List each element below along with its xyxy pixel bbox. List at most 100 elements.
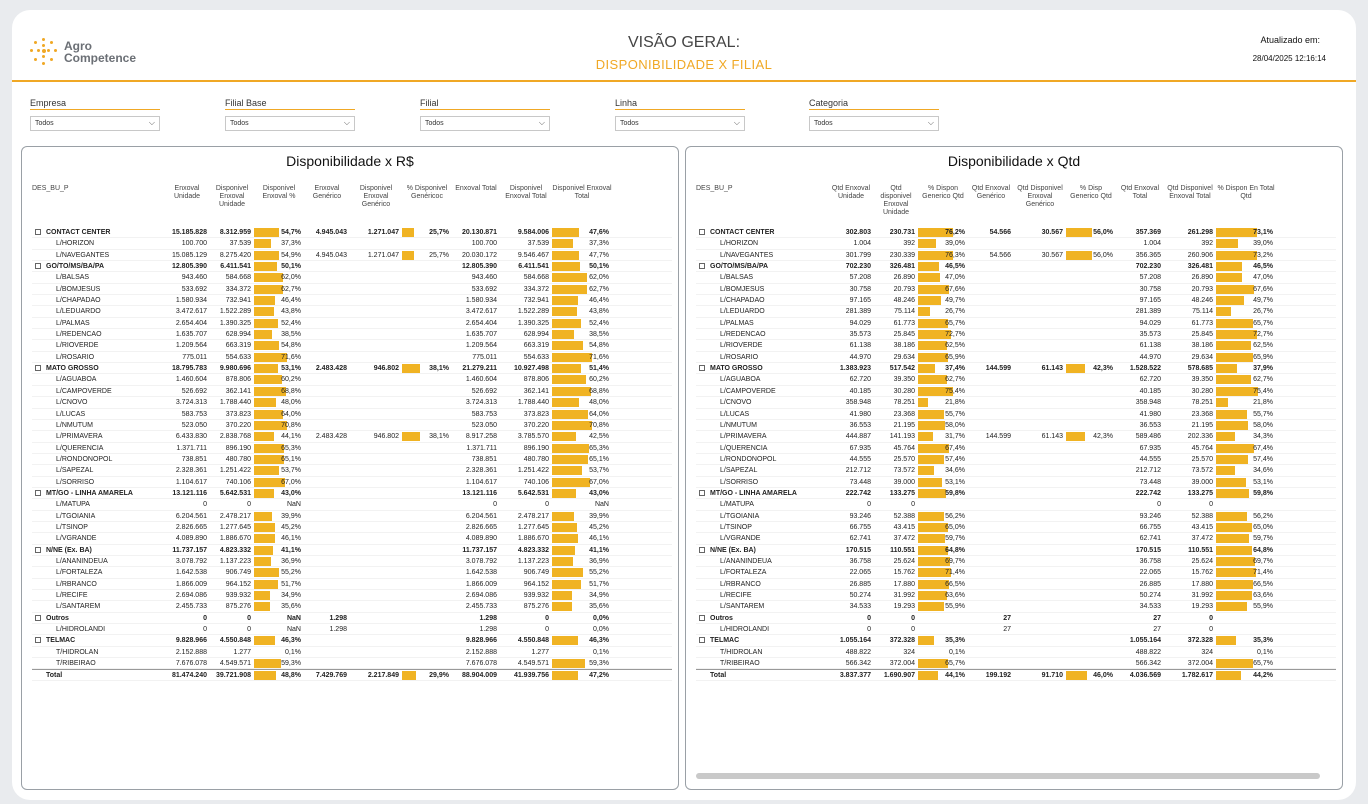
column-header[interactable]: Disponivel Enxoval Total <box>505 185 547 200</box>
collapse-icon[interactable] <box>35 263 41 270</box>
percent-bar <box>254 477 285 487</box>
percent-bar <box>254 296 276 306</box>
group-row[interactable]: CONTACT CENTER 15.185.828 8.312.959 54,7% 4.… <box>32 227 672 239</box>
row-label[interactable]: GO/TO/MS/BA/PA <box>696 261 828 271</box>
percent-bar-cell <box>1066 318 1116 328</box>
percent-bar <box>552 556 573 566</box>
group-row[interactable]: GO/TO/MS/BA/PA 12.805.390 6.411.541 50,1% 12… <box>32 261 672 273</box>
column-header[interactable]: Disponivel Enxoval Unidade <box>215 185 249 208</box>
percent-bar <box>254 352 287 362</box>
collapse-icon[interactable] <box>699 614 705 621</box>
group-row[interactable]: Outros 0 0 NaN 1.298 1.298 0 0,0% <box>32 613 672 625</box>
column-header[interactable]: DES_BU_P <box>696 185 733 192</box>
filter-filial-base-dropdown[interactable]: Todos ⌵ <box>225 116 355 131</box>
collapse-icon[interactable] <box>35 546 41 553</box>
column-header[interactable]: Qtd Disponivel Enxoval Total <box>1167 185 1213 200</box>
collapse-icon[interactable] <box>699 489 705 496</box>
row-label[interactable]: CONTACT CENTER <box>696 227 828 237</box>
group-row[interactable]: CONTACT CENTER 302.803 230.731 76,2% 54.566 3… <box>696 227 1336 239</box>
group-row[interactable]: MT/GO - LINHA AMARELA 13.121.116 5.642.531… <box>32 488 672 500</box>
percent-bar-cell <box>402 499 452 509</box>
group-row[interactable]: Outros 0 0 27 27 0 <box>696 613 1336 625</box>
column-header[interactable]: Disponivel Enxoval Total <box>552 185 612 200</box>
value-cell: 38.186 <box>1191 342 1213 350</box>
collapse-icon[interactable] <box>699 263 705 270</box>
collapse-icon[interactable] <box>699 546 705 553</box>
table-row: T/HIDROLAN 2.152.888 1.277 0,1% 2.152.888 1.2… <box>32 647 672 659</box>
percent-bar <box>1216 307 1231 317</box>
collapse-icon[interactable] <box>35 229 41 235</box>
percent-bar <box>918 556 951 566</box>
column-header[interactable]: Qtd Enxoval Total <box>1120 185 1160 200</box>
value-cell <box>304 295 350 305</box>
row-label[interactable]: TELMAC <box>32 635 164 645</box>
filter-empresa-dropdown[interactable]: Todos ⌵ <box>30 116 160 131</box>
row-label[interactable]: N/NE (Ex. BA) <box>32 545 164 555</box>
percent-bar <box>254 488 274 498</box>
percent-value: 67,0% <box>281 478 301 486</box>
table-row: L/CNOVO 3.724.313 1.788.440 48,0% 3.724.313 1… <box>32 397 672 409</box>
percent-bar-cell: 64,0% <box>552 409 612 419</box>
group-row[interactable]: MT/GO - LINHA AMARELA 222.742 133.275 59,8%… <box>696 488 1336 500</box>
column-header[interactable]: Disponivel Enxoval % <box>262 185 296 200</box>
column-header[interactable]: % Dispon En Total Qtd <box>1217 185 1275 200</box>
row-label[interactable]: MT/GO - LINHA AMARELA <box>32 488 164 498</box>
value-cell: 212.712 <box>1135 467 1161 475</box>
percent-bar-cell <box>402 477 452 487</box>
group-row[interactable]: TELMAC 9.828.966 4.550.848 46,3% 9.828.966 4.… <box>32 635 672 647</box>
collapse-icon[interactable] <box>699 637 705 644</box>
percent-bar-cell: 69,7% <box>918 556 968 566</box>
value-cell <box>968 579 1014 589</box>
group-row[interactable]: TELMAC 1.055.164 372.328 35,3% 1.055.164 372.… <box>696 635 1336 647</box>
collapse-icon[interactable] <box>699 365 705 372</box>
group-row[interactable]: GO/TO/MS/BA/PA 702.230 326.481 46,5% 702.230… <box>696 261 1336 273</box>
column-header[interactable]: Qtd Enxoval Unidade <box>831 185 871 200</box>
column-header[interactable]: Qtd Enxoval Genérico <box>971 185 1011 200</box>
column-header[interactable]: DES_BU_P <box>32 185 69 192</box>
row-label[interactable]: MT/GO - LINHA AMARELA <box>696 488 828 498</box>
collapse-icon[interactable] <box>35 365 41 372</box>
column-header[interactable]: Enxoval Unidade <box>173 185 201 200</box>
value-cell <box>1014 272 1066 282</box>
value-cell: 281.389 <box>1135 308 1161 316</box>
row-label[interactable]: GO/TO/MS/BA/PA <box>32 261 164 271</box>
row-label[interactable]: MATO GROSSO <box>32 363 164 373</box>
column-header[interactable]: % Dispon Generico Qtd <box>922 185 964 200</box>
group-row[interactable]: N/NE (Ex. BA) 170.515 110.551 64,8% 170.515 1… <box>696 545 1336 556</box>
collapse-icon[interactable] <box>35 614 41 621</box>
value-cell: 52.388 <box>893 512 915 520</box>
collapse-icon[interactable] <box>699 229 705 235</box>
column-header[interactable]: Enxoval Total <box>455 185 497 192</box>
row-label[interactable]: CONTACT CENTER <box>32 227 164 237</box>
row-label[interactable]: Outros <box>696 613 828 623</box>
row-label[interactable]: TELMAC <box>696 635 828 645</box>
value-cell: 0 <box>545 626 549 634</box>
percent-bar-cell <box>1216 499 1276 509</box>
collapse-icon[interactable] <box>35 489 41 496</box>
row-label[interactable]: MATO GROSSO <box>696 363 828 373</box>
group-row[interactable]: MATO GROSSO 18.795.783 9.980.696 53,1% 2.483… <box>32 363 672 375</box>
percent-value: 71,6% <box>281 353 301 361</box>
row-label[interactable]: Outros <box>32 613 164 623</box>
filter-filial-dropdown[interactable]: Todos ⌵ <box>420 116 550 131</box>
group-row[interactable]: MATO GROSSO 1.383.923 517.542 37,4% 144.599 6… <box>696 363 1336 375</box>
column-header[interactable]: Qtd disponivel Enxoval Unidade <box>880 185 912 216</box>
panel-title: Disponibilidade x Qtd <box>947 153 1081 169</box>
value-cell: 0 <box>203 501 207 509</box>
column-header[interactable]: Enxoval Genérico <box>312 185 342 200</box>
column-header[interactable]: Disponivel Enxoval Genérico <box>359 185 393 208</box>
header-divider <box>12 80 1356 82</box>
value-cell: 372.004 <box>1187 660 1213 668</box>
filter-linha-dropdown[interactable]: Todos ⌵ <box>615 116 745 131</box>
value-cell: 584.668 <box>225 274 251 282</box>
value-cell: 964.152 <box>225 580 251 588</box>
collapse-icon[interactable] <box>35 637 41 644</box>
column-header[interactable]: % Disp Generico Qtd <box>1070 185 1112 200</box>
column-header[interactable]: % Disponivel Genéricoc <box>406 185 448 200</box>
column-header[interactable]: Qtd Disponivel Enxoval Genérico <box>1017 185 1063 208</box>
group-row[interactable]: N/NE (Ex. BA) 11.737.157 4.823.332 41,1% 11.… <box>32 545 672 556</box>
filter-categoria-dropdown[interactable]: Todos ⌵ <box>809 116 939 131</box>
row-label[interactable]: N/NE (Ex. BA) <box>696 545 828 555</box>
percent-bar-cell: 39,9% <box>254 511 304 521</box>
horizontal-scrollbar[interactable] <box>696 773 1320 779</box>
